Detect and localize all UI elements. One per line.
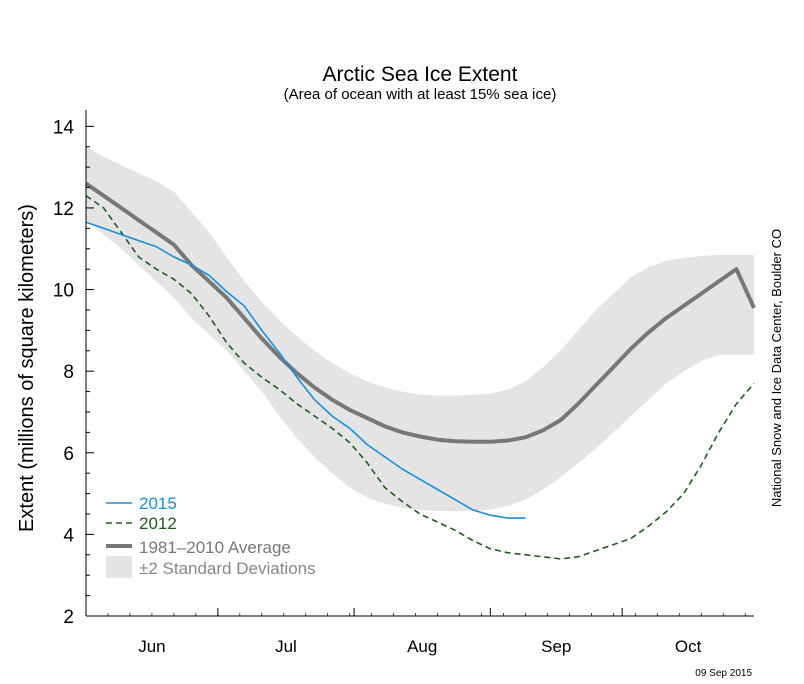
x-tick-label: Aug bbox=[407, 637, 437, 656]
average-line bbox=[84, 181, 756, 444]
chart-title: Arctic Sea Ice Extent bbox=[323, 63, 518, 86]
x-tick-labels: Jun Jul Aug Sep Oct bbox=[138, 637, 701, 656]
chart-subtitle: (Area of ocean with at least 15% sea ice… bbox=[284, 86, 557, 103]
x-tick-label: Jul bbox=[275, 637, 297, 656]
std-dev-band bbox=[86, 146, 754, 512]
legend-swatch-band bbox=[106, 556, 132, 578]
y-tick-labels: 2 4 6 8 10 12 14 bbox=[53, 117, 75, 628]
y-tick-label: 6 bbox=[63, 444, 74, 465]
y-axis-label: Extent (millions of square kilometers) bbox=[16, 204, 38, 532]
legend: 2015 2012 1981–2010 Average ±2 Standard … bbox=[106, 494, 316, 578]
legend-label-average: 1981–2010 Average bbox=[139, 538, 291, 557]
line-2012 bbox=[85, 195, 755, 560]
y-tick-label: 14 bbox=[53, 117, 75, 138]
credit-text: National Snow and Ice Data Center, Bould… bbox=[769, 229, 784, 507]
x-tick-label: Oct bbox=[675, 637, 702, 656]
x-tick-label: Jun bbox=[138, 637, 165, 656]
y-tick-label: 4 bbox=[63, 525, 74, 546]
legend-label-2015: 2015 bbox=[139, 494, 177, 513]
legend-label-band: ±2 Standard Deviations bbox=[139, 559, 316, 578]
plot-area bbox=[84, 146, 756, 560]
date-stamp: 09 Sep 2015 bbox=[695, 668, 752, 679]
legend-label-2012: 2012 bbox=[139, 514, 177, 533]
axes bbox=[85, 110, 754, 617]
y-tick-label: 12 bbox=[53, 199, 74, 220]
x-tick-label: Sep bbox=[541, 637, 571, 656]
y-tick-label: 10 bbox=[53, 281, 74, 302]
y-tick-label: 8 bbox=[63, 362, 74, 383]
line-2015 bbox=[85, 221, 526, 519]
y-tick-label: 2 bbox=[63, 607, 74, 628]
